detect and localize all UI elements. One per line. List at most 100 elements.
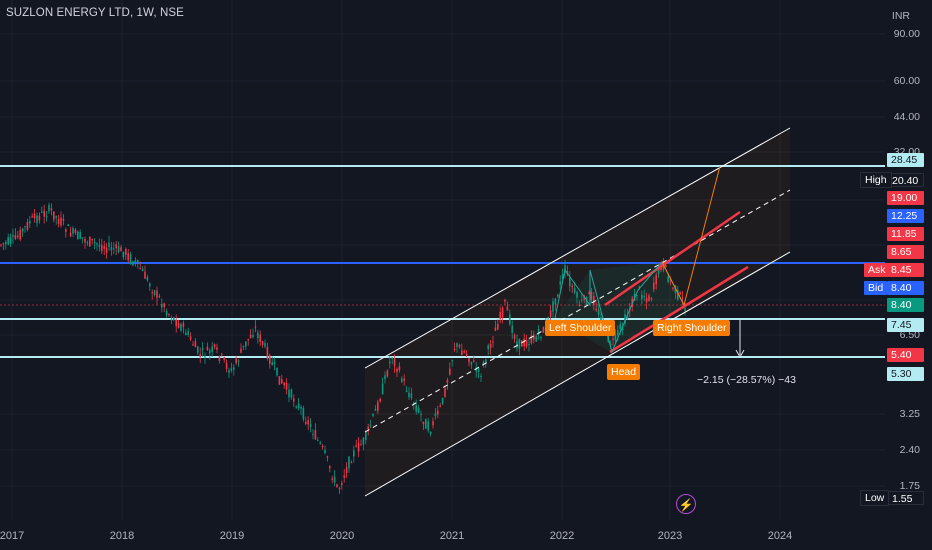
candle-body xyxy=(43,210,45,217)
candle-body xyxy=(38,215,41,221)
candle-body xyxy=(211,346,213,353)
candle-body xyxy=(657,268,660,274)
price-tag: 8.40 xyxy=(887,298,924,312)
candle-body xyxy=(405,390,408,392)
candle-body xyxy=(60,217,62,226)
projection-line[interactable] xyxy=(661,165,721,307)
candle-body xyxy=(564,265,566,273)
candle-body xyxy=(105,247,108,253)
candle-body xyxy=(573,288,576,293)
candle-body xyxy=(29,221,31,224)
measure-arrowhead xyxy=(735,349,745,359)
candle-body xyxy=(55,216,57,218)
candle-body xyxy=(333,476,336,483)
neckline-upper[interactable] xyxy=(604,210,741,307)
candle-body xyxy=(338,488,341,490)
candle-body xyxy=(645,297,648,303)
candle-body xyxy=(9,237,12,244)
candle-body xyxy=(403,378,405,381)
candle-body xyxy=(528,343,530,345)
candle-body xyxy=(396,368,398,372)
right-shoulder-label[interactable]: Right Shoulder xyxy=(653,320,731,336)
candle-body xyxy=(425,419,427,429)
candle-body xyxy=(552,301,554,312)
candle-body xyxy=(525,340,528,347)
candle-body xyxy=(499,311,501,319)
candle-body xyxy=(619,324,621,330)
candle-body xyxy=(343,475,345,478)
candle-body xyxy=(446,379,449,383)
candle-body xyxy=(228,370,230,373)
candle-body xyxy=(415,405,417,412)
candle-body xyxy=(324,450,326,454)
candle-body xyxy=(331,478,333,480)
time-tick: 2018 xyxy=(109,530,135,542)
head-label[interactable]: Head xyxy=(607,364,641,380)
candle-body xyxy=(65,229,67,232)
candle-body xyxy=(192,344,194,346)
candle-body xyxy=(312,433,314,436)
candle-body xyxy=(221,353,223,355)
candle-body xyxy=(50,208,53,211)
candle-body xyxy=(81,237,84,239)
candle-body xyxy=(581,299,583,301)
candle-body xyxy=(369,425,372,427)
candle-body xyxy=(667,276,669,283)
price-tick: 3.25 xyxy=(899,408,920,420)
candle-body xyxy=(353,450,355,457)
symbol-title[interactable]: SUZLON ENERGY LTD, 1W, NSE xyxy=(6,7,184,19)
time-tick: 2017 xyxy=(0,530,25,542)
candle-body xyxy=(521,340,523,347)
candle-body xyxy=(461,350,463,356)
candle-body xyxy=(62,219,65,221)
pattern-outline[interactable] xyxy=(554,261,685,354)
candle-body xyxy=(345,467,348,473)
lightning-bolt-icon[interactable]: ⚡ xyxy=(676,494,696,514)
channel-median-line[interactable] xyxy=(364,189,791,433)
price-tick: 90.00 xyxy=(893,28,920,40)
candle-body xyxy=(679,292,681,295)
candle-body xyxy=(638,286,641,288)
candle-body xyxy=(494,327,497,331)
candle-body xyxy=(554,298,557,305)
candle-body xyxy=(684,307,686,311)
candle-body xyxy=(225,362,228,369)
candle-body xyxy=(492,341,494,343)
candle-body xyxy=(21,228,24,232)
candle-body xyxy=(290,389,293,398)
candle-body xyxy=(398,366,401,371)
ask-label: Ask xyxy=(864,263,890,277)
candle-body xyxy=(113,248,115,250)
candle-body xyxy=(441,397,444,404)
neckline-lower[interactable] xyxy=(609,265,749,354)
candle-body xyxy=(194,341,197,348)
left-shoulder-label[interactable]: Left Shoulder xyxy=(545,320,616,336)
candle-body xyxy=(98,244,101,247)
candle-body xyxy=(590,291,593,300)
candle-body xyxy=(269,355,271,364)
candle-body xyxy=(96,243,98,245)
candle-body xyxy=(509,314,511,325)
candle-body xyxy=(77,231,79,240)
candle-body xyxy=(17,235,19,238)
candle-body xyxy=(2,243,5,245)
candle-body xyxy=(357,442,360,452)
candle-body xyxy=(367,426,369,430)
candle-body xyxy=(125,249,127,255)
channel-lower-line[interactable] xyxy=(364,251,791,497)
candle-body xyxy=(108,242,110,247)
candle-body xyxy=(153,290,156,295)
candle-body xyxy=(569,277,571,287)
candle-body xyxy=(285,383,288,390)
candle-body xyxy=(129,254,132,262)
candle-body xyxy=(475,368,477,372)
candle-body xyxy=(571,285,573,288)
pattern-fills xyxy=(365,128,790,496)
candle-body xyxy=(617,330,619,335)
candle-body xyxy=(264,343,266,347)
candle-body xyxy=(165,311,168,316)
measure-readout: −2.15 (−28.57%) −43 xyxy=(697,374,796,386)
candle-body xyxy=(233,367,235,370)
